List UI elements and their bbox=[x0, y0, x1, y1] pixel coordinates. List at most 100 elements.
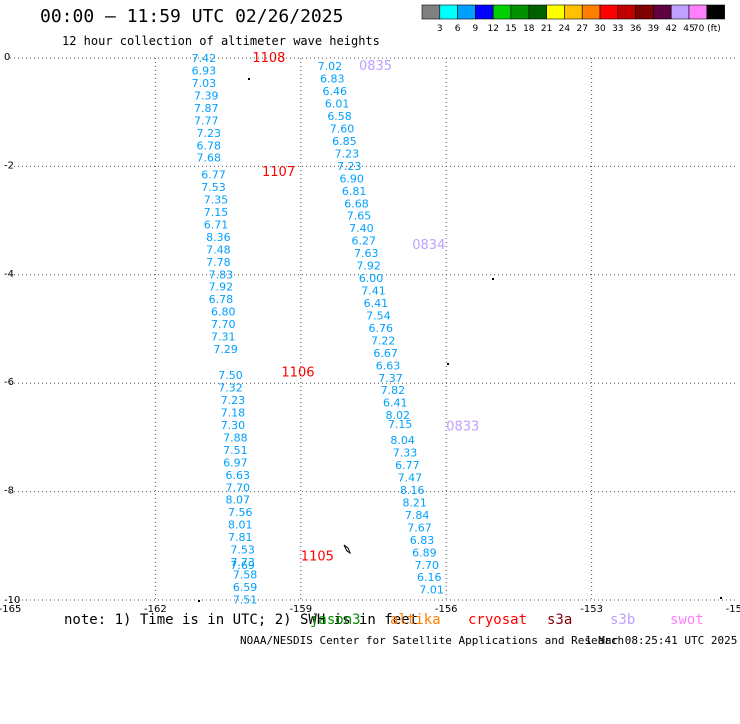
wave-height-value: 7.30 bbox=[221, 419, 246, 432]
satellite-s3b: s3b bbox=[610, 612, 636, 628]
color-swatch bbox=[439, 4, 458, 20]
wave-height-value: 6.97 bbox=[223, 456, 248, 469]
wave-height-value: 7.77 bbox=[194, 114, 219, 127]
wave-height-value: 7.39 bbox=[194, 89, 219, 102]
wave-height-value: 8.04 bbox=[390, 434, 415, 447]
wave-height-value: 8.16 bbox=[400, 484, 425, 497]
wave-height-value: 6.77 bbox=[201, 169, 226, 182]
wave-height-value: 7.51 bbox=[233, 593, 258, 606]
color-swatch bbox=[492, 4, 512, 20]
coastline-fragments bbox=[198, 78, 722, 602]
wave-height-value: 7.23 bbox=[335, 147, 360, 160]
credit-line: NOAA/NESDIS Center for Satellite Applica… bbox=[240, 634, 625, 647]
wave-height-value: 6.78 bbox=[209, 293, 234, 306]
color-swatch bbox=[457, 4, 476, 20]
wave-height-value: 6.58 bbox=[327, 110, 352, 123]
wave-height-value: 7.47 bbox=[398, 472, 423, 485]
track-time-label: 1108 bbox=[252, 51, 285, 66]
footer-note: note: 1) Time is in UTC; 2) SWH is in fe… bbox=[64, 612, 419, 628]
wave-height-value: 7.87 bbox=[194, 102, 219, 115]
wave-height-value: 7.35 bbox=[204, 193, 229, 206]
y-tick-label: 0 bbox=[4, 52, 10, 63]
wave-height-value: 7.82 bbox=[381, 384, 406, 397]
wave-height-points: 7.426.937.037.397.877.777.236.787.686.77… bbox=[192, 52, 444, 606]
wave-height-value: 6.59 bbox=[233, 581, 258, 594]
wave-height-value: 7.29 bbox=[213, 343, 238, 356]
color-scale-label: 39 bbox=[648, 24, 660, 34]
satellite-legend: jason3 altika cryosat s3a s3b swot bbox=[310, 612, 704, 724]
wave-height-value: 7.32 bbox=[218, 382, 243, 395]
y-tick-label: -4 bbox=[4, 269, 14, 280]
satellite-altika: altika bbox=[390, 612, 441, 628]
track-time-label: 0835 bbox=[359, 59, 392, 74]
wave-height-value: 7.67 bbox=[407, 521, 432, 534]
island-dot bbox=[198, 600, 200, 602]
wave-height-value: 7.22 bbox=[371, 334, 396, 347]
color-swatch bbox=[599, 4, 619, 20]
wave-height-value: 7.51 bbox=[223, 444, 248, 457]
color-scale-label: 30 bbox=[594, 24, 606, 34]
wave-height-value: 7.69 bbox=[230, 559, 255, 572]
color-scale-label: 6 bbox=[455, 24, 461, 34]
color-swatch bbox=[653, 4, 672, 20]
wave-height-value: 7.41 bbox=[361, 285, 386, 298]
wave-height-value: 7.40 bbox=[349, 222, 374, 235]
wave-height-value: 7.18 bbox=[221, 406, 246, 419]
wave-height-value: 7.42 bbox=[192, 52, 217, 65]
color-swatch bbox=[617, 4, 636, 20]
color-scale-label: 27 bbox=[576, 24, 587, 34]
x-tick-label: -162 bbox=[144, 604, 167, 615]
wave-height-value: 6.63 bbox=[226, 469, 251, 482]
color-scale-label: 36 bbox=[630, 24, 642, 34]
track-labels: 1108 1107 1106 1105 0835 0834 0833 bbox=[252, 51, 479, 565]
island-dot bbox=[248, 78, 250, 80]
color-swatch bbox=[475, 4, 494, 20]
color-swatch bbox=[706, 4, 725, 20]
island-dot bbox=[492, 278, 494, 280]
y-tick-label: -10 bbox=[4, 595, 20, 606]
generation-timestamp: 1 Mar 08:25:41 UTC 2025 bbox=[585, 634, 738, 647]
y-tick-label: -2 bbox=[4, 160, 14, 171]
satellite-jason3: jason3 bbox=[310, 612, 361, 628]
wave-height-value: 7.23 bbox=[196, 127, 221, 140]
y-tick-label: -8 bbox=[4, 486, 14, 497]
wave-height-value: 7.31 bbox=[211, 331, 236, 344]
color-scale-label: 3 bbox=[437, 24, 443, 34]
color-swatch bbox=[581, 4, 601, 20]
color-swatch bbox=[421, 4, 441, 20]
color-swatch bbox=[564, 4, 583, 20]
color-scale-label: 9 bbox=[473, 24, 479, 34]
chart-title: 00:00 – 11:59 UTC 02/26/2025 bbox=[40, 6, 344, 27]
wave-height-value: 7.15 bbox=[388, 418, 413, 431]
wave-height-value: 7.78 bbox=[206, 256, 231, 269]
wave-height-value: 6.76 bbox=[369, 322, 394, 335]
wave-height-value: 6.85 bbox=[332, 135, 357, 148]
wave-height-value: 7.65 bbox=[347, 210, 372, 223]
wave-height-value: 7.73 bbox=[230, 556, 255, 569]
satellite-s3a: s3a bbox=[547, 612, 573, 628]
wave-height-value: 7.23 bbox=[221, 394, 246, 407]
wave-height-value: 6.67 bbox=[373, 347, 398, 360]
wave-height-value: 7.68 bbox=[196, 152, 221, 165]
wave-height-value: 6.46 bbox=[322, 85, 347, 98]
wave-height-value: 7.37 bbox=[378, 372, 403, 385]
wave-height-value: 8.01 bbox=[228, 519, 253, 532]
wave-height-value: 6.93 bbox=[192, 64, 217, 77]
wave-height-value: 7.83 bbox=[209, 268, 234, 281]
wave-height-value: 7.03 bbox=[192, 77, 217, 90]
wave-height-value: 7.53 bbox=[230, 544, 255, 557]
wave-height-value: 6.71 bbox=[204, 218, 229, 231]
wave-height-value: 6.78 bbox=[196, 139, 221, 152]
satellite-swot: swot bbox=[670, 612, 704, 628]
track-time-label: 0833 bbox=[446, 420, 479, 435]
island-dot bbox=[447, 363, 449, 365]
wave-height-value: 7.50 bbox=[218, 369, 243, 382]
wave-height-value: 6.00 bbox=[359, 272, 384, 285]
island-outline bbox=[343, 544, 352, 555]
color-swatch bbox=[546, 4, 565, 20]
wave-height-value: 7.23 bbox=[337, 160, 362, 173]
color-swatch bbox=[688, 4, 708, 20]
wave-height-value: 6.16 bbox=[417, 571, 442, 584]
